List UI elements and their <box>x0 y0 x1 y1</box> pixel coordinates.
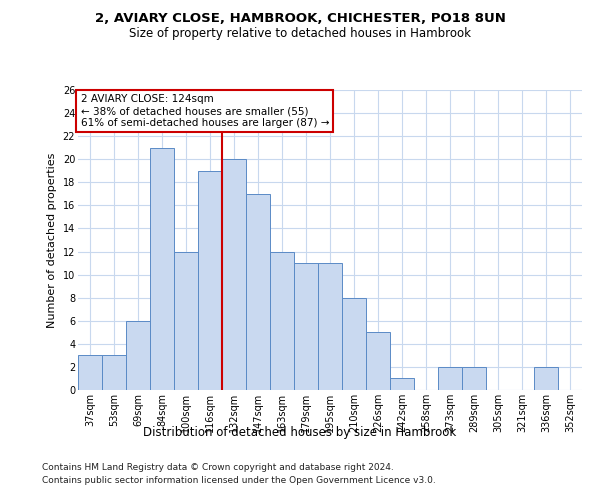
Bar <box>174 252 198 390</box>
Bar <box>366 332 390 390</box>
Bar <box>270 252 294 390</box>
Bar <box>294 263 318 390</box>
Bar <box>150 148 174 390</box>
Text: 2, AVIARY CLOSE, HAMBROOK, CHICHESTER, PO18 8UN: 2, AVIARY CLOSE, HAMBROOK, CHICHESTER, P… <box>95 12 505 26</box>
Bar <box>126 321 150 390</box>
Bar <box>438 367 462 390</box>
Text: Contains HM Land Registry data © Crown copyright and database right 2024.: Contains HM Land Registry data © Crown c… <box>42 464 394 472</box>
Bar <box>222 159 246 390</box>
Bar <box>78 356 102 390</box>
Bar <box>102 356 126 390</box>
Bar <box>246 194 270 390</box>
Text: 2 AVIARY CLOSE: 124sqm
← 38% of detached houses are smaller (55)
61% of semi-det: 2 AVIARY CLOSE: 124sqm ← 38% of detached… <box>80 94 329 128</box>
Bar <box>318 263 342 390</box>
Bar <box>462 367 486 390</box>
Bar <box>534 367 558 390</box>
Text: Contains public sector information licensed under the Open Government Licence v3: Contains public sector information licen… <box>42 476 436 485</box>
Bar <box>390 378 414 390</box>
Text: Distribution of detached houses by size in Hambrook: Distribution of detached houses by size … <box>143 426 457 439</box>
Y-axis label: Number of detached properties: Number of detached properties <box>47 152 57 328</box>
Bar <box>342 298 366 390</box>
Bar <box>198 171 222 390</box>
Text: Size of property relative to detached houses in Hambrook: Size of property relative to detached ho… <box>129 28 471 40</box>
